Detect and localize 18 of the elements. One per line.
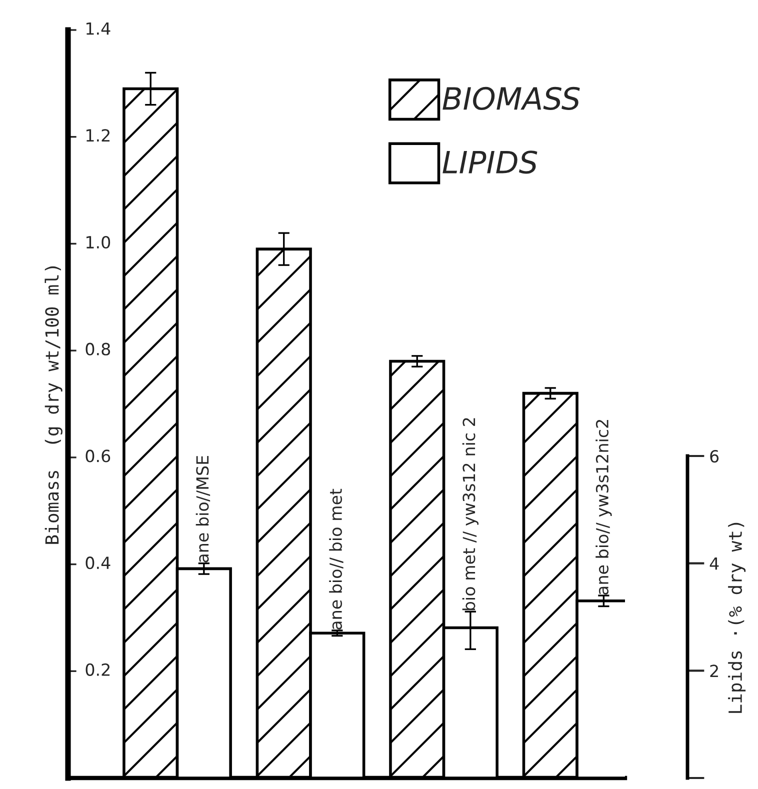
y-tick-label: 1.2 [86, 129, 110, 142]
y2-axis-title: Lipids ·(% dry wt) [728, 522, 746, 713]
legend-label: LIPIDS [442, 150, 538, 174]
y2-tick-label: 2 [710, 664, 718, 677]
y-tick-label: 0.2 [86, 663, 110, 676]
y-tick-label: 1.0 [86, 236, 110, 249]
y-tick-label: 1.4 [86, 22, 110, 35]
y2-tick-label: 6 [710, 450, 719, 463]
y2-tick-label: 4 [710, 558, 719, 570]
x-tick-label: ane bio// bio met [329, 488, 344, 630]
y-tick-label: 0.8 [86, 342, 110, 356]
legend-label: BIOMASS [442, 86, 580, 110]
y-tick-label: 0.6 [86, 450, 110, 462]
y-axis-title: Biomass (g dry wt/100 ml) [44, 266, 62, 544]
x-tick-label: bio met // yw3s12 nic 2 [462, 418, 478, 610]
x-tick-label: ane bio//MSE [196, 456, 210, 562]
y-tick-label: 0.4 [86, 556, 110, 570]
x-tick-label: ane bio// yw3s12nic2 [596, 420, 612, 595]
